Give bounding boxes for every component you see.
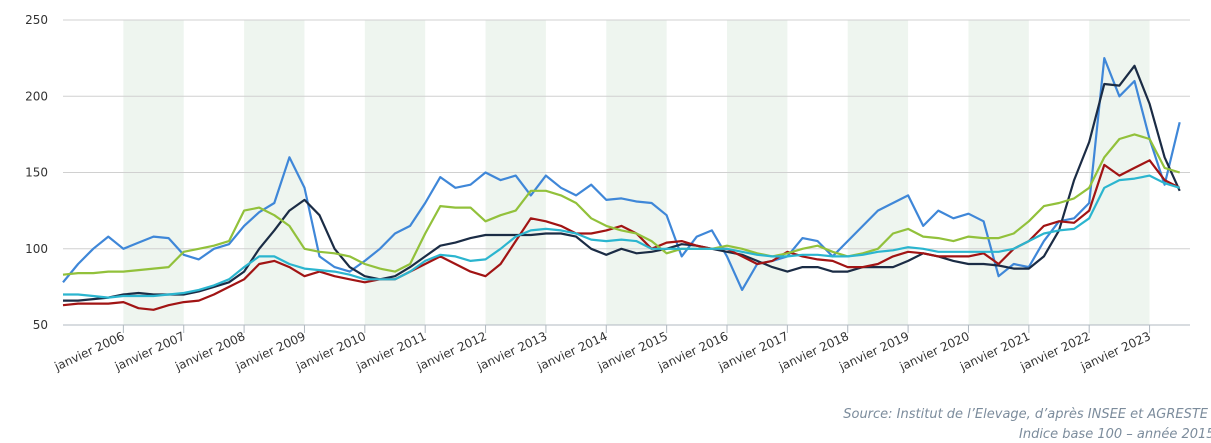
y-tick-label: 200 [25,89,48,103]
series-line [63,174,1181,299]
source: Source: Institut de l’Elevage, d’après I… [843,407,1209,422]
y-tick-label: 250 [25,13,48,27]
note: Indice base 100 – année 2015 [1019,427,1211,442]
y-tick-label: 100 [25,242,48,256]
y-tick-label: 50 [33,318,48,332]
series-line [62,159,1181,311]
series-line [62,57,1181,291]
series-line [62,133,1181,276]
y-tick-label: 150 [25,166,48,180]
